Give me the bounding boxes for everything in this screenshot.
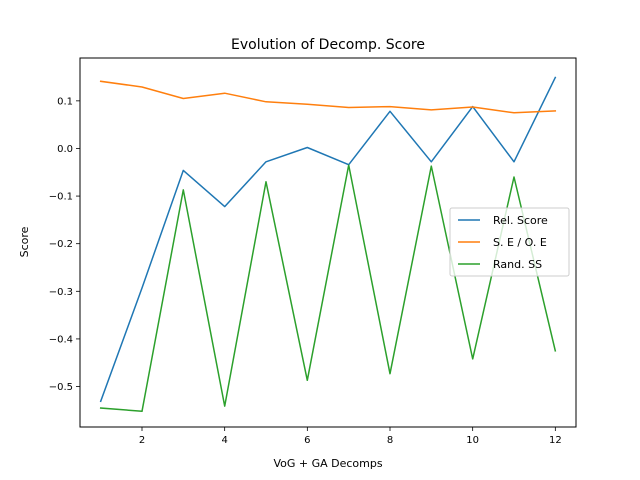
y-tick-label: 0.1 — [57, 96, 73, 107]
x-tick-label: 2 — [139, 435, 145, 446]
y-tick-label: −0.2 — [49, 239, 73, 250]
series-line-2 — [99, 80, 557, 114]
x-tick-label: 10 — [466, 435, 479, 446]
y-tick-label: −0.3 — [49, 287, 73, 298]
plot-lines — [99, 76, 557, 413]
legend: Rel. Score S. E / O. E Rand. SS — [449, 207, 570, 277]
plot-frame — [79, 57, 577, 428]
y-tick-label: −0.5 — [49, 382, 73, 393]
y-axis-ticks: −0.5 −0.4 −0.3 −0.2 −0.1 0.0 0.1 — [49, 96, 80, 393]
x-axis-label: VoG + GA Decomps — [273, 457, 382, 470]
y-tick-label: −0.1 — [49, 192, 73, 203]
legend-label-1: Rel. Score — [493, 214, 548, 227]
y-tick-label: 0.0 — [57, 144, 73, 155]
y-tick-label: −0.4 — [49, 334, 73, 345]
legend-label-3: Rand. SS — [493, 258, 542, 271]
y-axis-label: Score — [18, 226, 31, 257]
series-line-1 — [99, 76, 557, 403]
legend-box — [449, 207, 570, 277]
x-tick-label: 12 — [549, 435, 562, 446]
legend-label-2: S. E / O. E — [493, 236, 547, 249]
chart-title: Evolution of Decomp. Score — [231, 37, 425, 53]
x-tick-label: 4 — [221, 435, 227, 446]
x-tick-label: 8 — [387, 435, 393, 446]
series-line-3 — [99, 164, 557, 413]
x-axis-ticks: 2 4 6 8 10 12 — [139, 427, 562, 446]
x-tick-label: 6 — [304, 435, 310, 446]
